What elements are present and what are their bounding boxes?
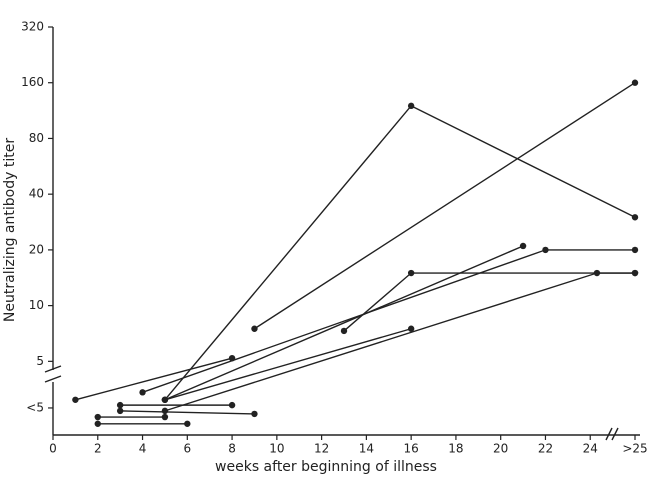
data-point [161,396,169,403]
data-point [542,246,549,254]
series-line [164,104,636,401]
data-point [72,396,79,403]
series-line [120,410,255,415]
x-tick-label: 24 [583,442,598,456]
y-tick-label: 10 [29,298,44,312]
x-tick-label: 12 [314,442,329,456]
series-line [254,82,636,330]
series-line [164,272,635,412]
y-tick-label: 160 [21,75,44,89]
series-line [164,245,524,401]
data-point [139,389,146,396]
y-tick-label: <5 [26,400,44,414]
data-point [407,325,415,332]
x-tick-label: 6 [183,442,191,456]
y-tick-label: 5 [36,354,44,368]
x-tick-label: 4 [139,442,147,456]
series-line [343,272,635,332]
data-point [161,413,169,421]
axis-break [611,427,619,441]
x-tick-label: 20 [493,442,508,456]
series-line [164,328,412,401]
axis-break [605,427,613,441]
data-point [593,269,601,277]
data-point [116,401,124,409]
data-point [228,401,236,409]
data-point [631,269,639,277]
y-tick-label: 20 [29,242,44,256]
series-line [142,249,635,394]
y-tick-label: 40 [29,187,44,201]
x-tick-label: 16 [404,442,419,456]
x-axis-label: weeks after beginning of illness [215,459,437,475]
data-point [251,325,258,332]
x-tick-label: 0 [49,442,57,456]
axis-break [44,365,62,373]
x-tick-label: 14 [359,442,374,456]
data-point [94,420,101,427]
data-point [631,246,639,254]
x-tick-label: >25 [622,442,647,456]
y-tick-label: 80 [29,131,44,145]
data-point [94,413,101,421]
data-point [161,407,169,415]
axis-break [44,375,62,383]
y-axis-label: Neutralizing antibody titer [2,138,18,322]
data-point [340,327,348,335]
x-tick-label: 8 [228,442,236,456]
data-point [184,420,191,427]
data-point [631,79,639,86]
x-tick-label: 10 [269,442,284,456]
y-tick-label: 320 [21,20,44,34]
data-point [251,410,258,418]
data-point [116,407,124,415]
data-point [407,269,415,277]
x-tick-label: 2 [94,442,102,456]
x-tick-label: 18 [448,442,463,456]
data-point [519,242,527,250]
data-point [407,102,415,110]
series-line [75,357,233,401]
data-point [631,214,639,221]
x-tick-label: 22 [538,442,553,456]
